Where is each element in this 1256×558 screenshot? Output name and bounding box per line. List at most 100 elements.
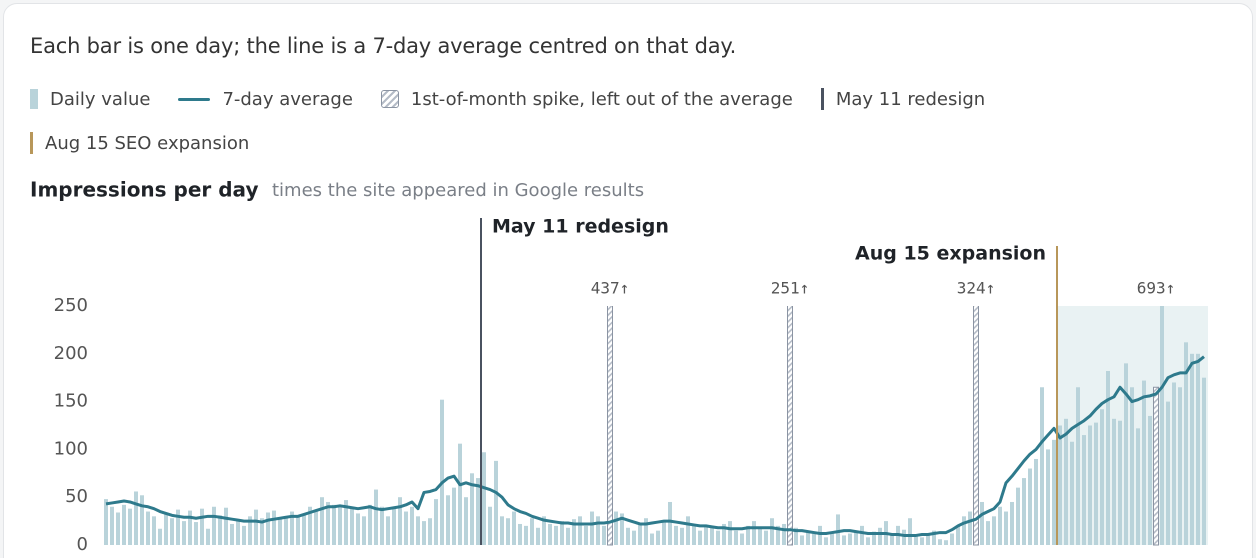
bar	[296, 516, 300, 545]
bar	[1004, 511, 1008, 545]
spike-bar	[973, 306, 979, 546]
bar	[464, 497, 468, 545]
bar	[1070, 441, 1074, 545]
bar	[284, 516, 288, 545]
legend-item: 7-day average	[178, 86, 353, 112]
bar	[644, 518, 648, 545]
bar	[104, 499, 108, 545]
bar	[1190, 353, 1194, 545]
legend: Daily value 7-day average 1st-of-month s…	[30, 86, 1050, 156]
bar	[596, 516, 600, 545]
bar	[758, 527, 762, 545]
bar	[752, 521, 756, 545]
spike-bar	[607, 306, 613, 546]
bar	[422, 521, 426, 545]
bar	[674, 525, 678, 545]
bar	[602, 525, 606, 545]
bar	[1118, 420, 1122, 545]
y-tick-label: 250	[54, 295, 88, 316]
bar	[242, 525, 246, 545]
bar	[494, 460, 498, 545]
bar	[1172, 382, 1176, 545]
bar	[134, 491, 138, 545]
bar	[632, 530, 636, 545]
bar	[272, 510, 276, 545]
legend-label: May 11 redesign	[835, 88, 986, 110]
y-tick-label: 0	[77, 534, 88, 555]
legend-label: Aug 15 SEO expansion	[45, 132, 250, 154]
bar	[1160, 306, 1164, 545]
bar	[902, 529, 906, 545]
bar	[218, 515, 222, 545]
event-label: Aug 15 expansion	[855, 243, 1046, 265]
bar	[266, 512, 270, 545]
bar	[254, 509, 258, 545]
bar	[458, 443, 462, 545]
bar	[434, 499, 438, 545]
bar	[998, 506, 1002, 545]
bar	[374, 489, 378, 545]
bar	[1016, 487, 1020, 545]
bar	[506, 518, 510, 545]
card	[3, 3, 1253, 558]
bar	[1046, 449, 1050, 545]
bar	[938, 539, 942, 545]
bar	[536, 527, 540, 545]
bar	[476, 478, 480, 545]
bar	[344, 500, 348, 545]
bar	[164, 514, 168, 545]
bar	[338, 506, 342, 545]
spike-label: 693↑	[1137, 279, 1176, 298]
bar	[668, 501, 672, 545]
bar	[590, 511, 594, 545]
bar	[926, 533, 930, 545]
bar	[626, 527, 630, 545]
bar	[362, 516, 366, 545]
bar	[368, 504, 372, 545]
bar	[872, 531, 876, 545]
bar	[692, 523, 696, 545]
bar	[560, 521, 564, 545]
bar	[920, 537, 924, 545]
bar	[1202, 377, 1206, 545]
bar	[1040, 387, 1044, 545]
legend-item: Daily value	[30, 86, 150, 112]
bar	[722, 523, 726, 545]
bar	[794, 527, 798, 545]
bar	[1058, 425, 1062, 545]
spike-label: 324↑	[957, 279, 996, 298]
bar	[1022, 478, 1026, 545]
bar	[1136, 428, 1140, 545]
spike-label: 437↑	[591, 279, 630, 298]
bar	[212, 506, 216, 545]
bar	[488, 506, 492, 545]
average-line	[105, 355, 1205, 537]
chart-subtitle: times the site appeared in Google result…	[272, 180, 644, 201]
bar	[836, 514, 840, 545]
bar	[614, 511, 618, 545]
bar	[530, 518, 534, 545]
bar	[320, 497, 324, 545]
bar	[1064, 418, 1068, 545]
note: Each bar is one day; the line is a 7-day…	[30, 34, 737, 58]
y-tick-label: 200	[54, 343, 88, 364]
bar	[350, 508, 354, 545]
legend-item: 1st-of-month spike, left out of the aver…	[380, 86, 793, 112]
bar	[1082, 435, 1086, 545]
bar	[914, 535, 918, 545]
bar	[380, 506, 384, 545]
bar	[1010, 501, 1014, 545]
legend-swatch	[30, 89, 38, 109]
bar	[782, 523, 786, 545]
bar	[122, 504, 126, 545]
bar	[566, 527, 570, 545]
bar	[1124, 363, 1128, 545]
bar	[356, 513, 360, 545]
bar	[818, 525, 822, 545]
legend-swatch	[820, 88, 824, 110]
bar	[842, 535, 846, 545]
bar	[746, 525, 750, 545]
bar	[686, 516, 690, 545]
legend-label: 1st-of-month spike, left out of the aver…	[410, 88, 793, 110]
